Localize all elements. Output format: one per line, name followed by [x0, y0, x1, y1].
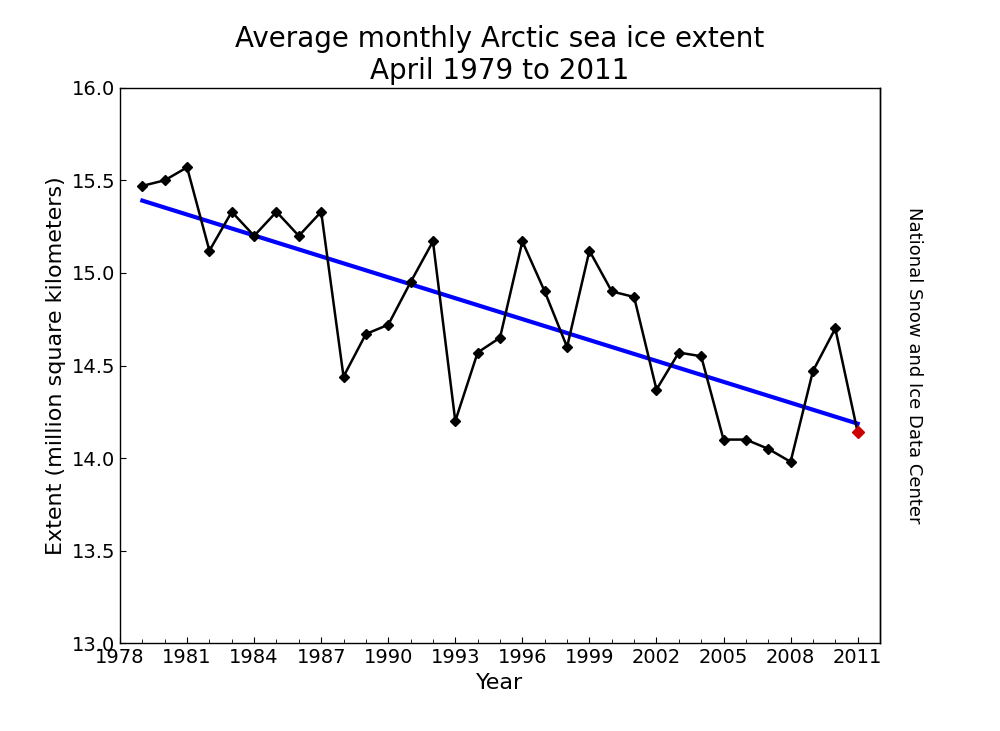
Y-axis label: Extent (million square kilometers): Extent (million square kilometers) [46, 176, 66, 555]
X-axis label: Year: Year [476, 673, 524, 693]
Y-axis label: National Snow and Ice Data Center: National Snow and Ice Data Center [905, 208, 923, 523]
Title: Average monthly Arctic sea ice extent
April 1979 to 2011: Average monthly Arctic sea ice extent Ap… [235, 25, 765, 86]
